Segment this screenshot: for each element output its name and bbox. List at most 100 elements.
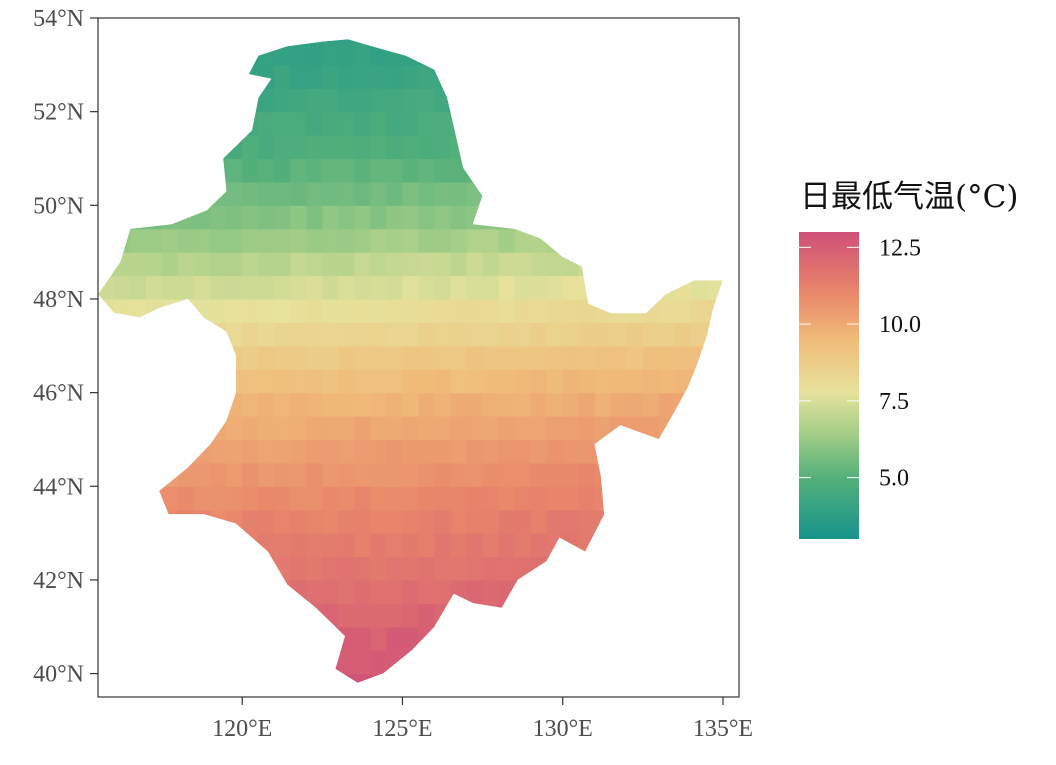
- grid-cell: [386, 533, 404, 558]
- grid-cell: [482, 533, 500, 558]
- grid-cell: [674, 88, 692, 113]
- grid-cell: [386, 41, 404, 66]
- grid-cell: [370, 416, 388, 441]
- grid-cell: [258, 603, 275, 628]
- grid-cell: [194, 228, 211, 253]
- grid-cell: [498, 64, 516, 89]
- grid-cell: [594, 41, 612, 66]
- grid-cell: [130, 579, 147, 604]
- grid-cell: [290, 205, 307, 230]
- grid-cell: [306, 64, 323, 89]
- grid-cell: [386, 509, 404, 534]
- grid-cell: [530, 298, 548, 323]
- grid-cell: [482, 252, 500, 277]
- grid-cell: [690, 392, 708, 417]
- grid-cell: [290, 369, 307, 394]
- grid-cell: [658, 439, 676, 464]
- grid-cell: [690, 650, 708, 675]
- grid-cell: [130, 462, 147, 487]
- grid-cell: [210, 181, 227, 206]
- grid-cell: [546, 228, 564, 253]
- grid-cell: [434, 39, 452, 43]
- grid-cell: [626, 345, 644, 370]
- grid-cell: [594, 603, 612, 628]
- grid-cell: [722, 462, 723, 487]
- grid-cell: [722, 135, 723, 160]
- grid-cell: [642, 626, 660, 651]
- grid-cell: [610, 181, 628, 206]
- grid-cell: [722, 41, 723, 66]
- grid-cell: [242, 135, 259, 160]
- y-tick-label: 50°N: [33, 193, 84, 219]
- grid-cell: [722, 158, 723, 183]
- grid-cell: [610, 252, 628, 277]
- grid-cell: [626, 579, 644, 604]
- grid-cell: [402, 205, 420, 230]
- grid-cell: [194, 369, 211, 394]
- grid-cell: [418, 486, 436, 511]
- grid-cell: [194, 533, 211, 558]
- grid-cell: [274, 462, 291, 487]
- grid-cell: [674, 579, 692, 604]
- grid-cell: [290, 486, 307, 511]
- grid-cell: [162, 650, 179, 675]
- grid-cell: [402, 252, 420, 277]
- grid-cell: [610, 41, 628, 66]
- grid-cell: [274, 486, 291, 511]
- grid-cell: [338, 673, 356, 684]
- grid-cell: [114, 392, 131, 417]
- grid-cell: [690, 509, 708, 534]
- grid-cell: [642, 205, 660, 230]
- grid-cell: [354, 181, 372, 206]
- grid-cell: [274, 603, 291, 628]
- grid-cell: [162, 579, 179, 604]
- grid-cell: [546, 181, 564, 206]
- grid-cell: [610, 439, 628, 464]
- grid-cell: [354, 462, 372, 487]
- grid-cell: [258, 416, 275, 441]
- grid-cell: [290, 111, 307, 136]
- grid-cell: [370, 439, 388, 464]
- grid-cell: [514, 673, 532, 684]
- grid-cell: [658, 392, 676, 417]
- grid-cell: [482, 158, 500, 183]
- grid-cell: [594, 345, 612, 370]
- grid-cell: [370, 111, 388, 136]
- grid-cell: [146, 135, 163, 160]
- grid-cell: [210, 275, 227, 300]
- grid-cell: [642, 135, 660, 160]
- grid-cell: [354, 111, 372, 136]
- grid-cell: [322, 509, 339, 534]
- grid-cell: [162, 228, 179, 253]
- grid-cell: [114, 158, 131, 183]
- grid-cell: [418, 509, 436, 534]
- grid-cell: [450, 650, 468, 675]
- grid-cell: [418, 39, 436, 43]
- grid-cell: [258, 556, 275, 581]
- grid-cell: [418, 205, 436, 230]
- grid-cell: [210, 439, 227, 464]
- grid-cell: [242, 556, 259, 581]
- grid-cell: [98, 486, 115, 511]
- grid-cell: [482, 322, 500, 347]
- grid-cell: [482, 650, 500, 675]
- grid-cell: [210, 650, 227, 675]
- grid-cell: [258, 345, 275, 370]
- grid-cell: [306, 673, 323, 684]
- grid-cell: [210, 252, 227, 277]
- grid-cell: [610, 228, 628, 253]
- grid-cell: [338, 392, 356, 417]
- grid-cell: [722, 345, 723, 370]
- grid-cell: [722, 322, 723, 347]
- grid-cell: [706, 275, 723, 300]
- grid-cell: [690, 579, 708, 604]
- grid-cell: [674, 345, 692, 370]
- grid-cell: [322, 298, 339, 323]
- grid-cell: [658, 205, 676, 230]
- grid-cell: [514, 228, 532, 253]
- grid-cell: [722, 673, 723, 684]
- grid-cell: [242, 439, 259, 464]
- grid-cell: [162, 111, 179, 136]
- grid-cell: [290, 41, 307, 66]
- grid-cell: [642, 158, 660, 183]
